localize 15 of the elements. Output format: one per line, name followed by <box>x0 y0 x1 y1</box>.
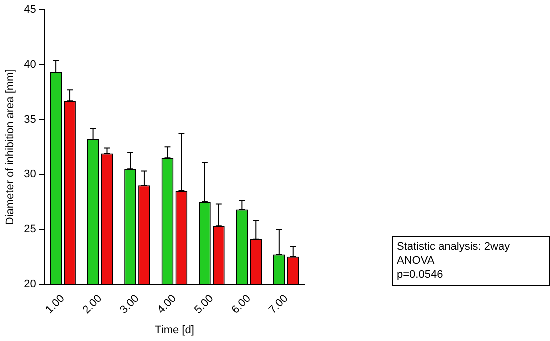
y-tick-label: 30 <box>24 168 36 181</box>
x-tick-label: 1.00 <box>44 292 68 316</box>
text: Statistic analysis: 2way ANOVA p=0.0546 <box>392 236 550 286</box>
x-tick-label: 4.00 <box>155 292 179 316</box>
x-tick-label: 7.00 <box>267 292 291 316</box>
y-tick-label: 35 <box>24 114 36 126</box>
y-tick-label: 45 <box>24 4 36 16</box>
y-tick-label: 20 <box>24 278 36 290</box>
x-tick-label: 6.00 <box>230 292 254 316</box>
y-tick-label: 25 <box>24 223 36 236</box>
x-axis-title: Time [d] <box>155 324 194 336</box>
x-tick-label: 3.00 <box>118 292 142 316</box>
x-tick-label: 5.00 <box>192 292 216 316</box>
y-tick-label: 40 <box>24 58 36 71</box>
y-axis-title: Diameter of inhibition area [mm] <box>4 69 17 226</box>
